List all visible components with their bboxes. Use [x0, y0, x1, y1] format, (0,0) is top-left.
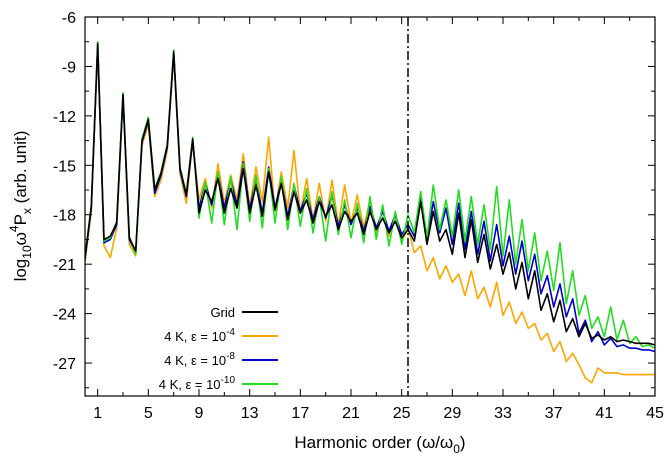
- x-tick-label: 21: [342, 405, 360, 422]
- x-tick-label: 1: [93, 405, 102, 422]
- y-tick-label: -6: [62, 10, 76, 27]
- legend-label-0: Grid: [210, 305, 235, 320]
- series-line-0: [85, 42, 655, 346]
- x-tick-label: 45: [646, 405, 664, 422]
- x-tick-label: 5: [144, 405, 153, 422]
- legend-label-1: 4 K, ε = 10-4: [164, 327, 235, 344]
- x-tick-label: 29: [443, 405, 461, 422]
- x-tick-label: 25: [393, 405, 411, 422]
- x-tick-label: 9: [195, 405, 204, 422]
- x-tick-label: 17: [291, 405, 309, 422]
- y-tick-label: -12: [53, 109, 76, 126]
- plot-frame: [84, 16, 656, 397]
- y-axis-title: log10ω4Px (arb. unit): [7, 131, 34, 282]
- y-tick-label: -9: [62, 59, 76, 76]
- x-tick-label: 37: [545, 405, 563, 422]
- y-tick-label: -18: [53, 208, 76, 225]
- y-tick-label: -15: [53, 158, 76, 175]
- legend: Grid 4 K, ε = 10-4 4 K, ε = 10-8 4 K, ε = 1…: [159, 305, 278, 392]
- x-tick-label: 13: [241, 405, 259, 422]
- series-layer: [85, 40, 655, 384]
- x-axis-title: Harmonic order (ω/ω0): [294, 433, 465, 456]
- legend-label-2: 4 K, ε = 10-8: [164, 351, 235, 368]
- x-tick-label: 41: [595, 405, 613, 422]
- y-tick-label: -27: [53, 356, 76, 373]
- y-tick-label: -21: [53, 257, 76, 274]
- y-tick-label: -24: [53, 307, 76, 324]
- legend-label-3: 4 K, ε = 10-10: [159, 375, 236, 392]
- ticks-layer: 1 5 9 13 17 21 25 29 33 37 41 45 -6 -9 -12 -15 -18 -21 -24…: [53, 10, 664, 422]
- x-tick-label: 33: [494, 405, 512, 422]
